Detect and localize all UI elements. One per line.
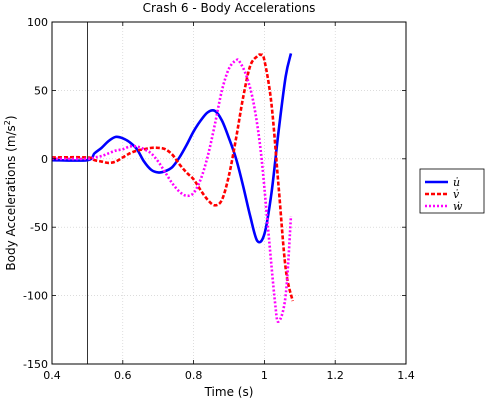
x-tick-label: 0.4 [43, 369, 61, 382]
axes-box [51, 21, 407, 365]
x-axis-label: Time (s) [204, 385, 254, 399]
y-axis-label: Body Accelerations (m/s2) [3, 115, 18, 270]
x-tick-label: 1 [261, 369, 268, 382]
y-axis-label-end: ) [4, 115, 18, 120]
series-line-1 [51, 53, 293, 244]
y-tick-label: -100 [23, 290, 48, 303]
x-tick-label: 1.4 [397, 369, 415, 382]
tick-marks [51, 21, 407, 365]
y-axis-label-superscript: 2 [3, 120, 12, 125]
y-tick-label: 50 [34, 84, 48, 97]
axes-background [52, 22, 406, 364]
x-tick-label: 1.2 [326, 369, 344, 382]
series-line-3 [51, 58, 293, 324]
x-tick-labels: 0.4 0.6 0.8 1 1.2 1.4 [43, 369, 415, 382]
y-tick-labels: -150 -100 -50 0 50 100 [23, 16, 48, 371]
svg-text:Body Accelerations (m/s2): Body Accelerations (m/s2) [3, 115, 18, 270]
series-layer [51, 53, 294, 324]
plot-area [51, 21, 407, 365]
legend-label-2: v̇ [453, 188, 460, 201]
x-tick-label: 0.8 [185, 369, 203, 382]
y-axis-label-main: Body Accelerations (m/s [4, 125, 18, 270]
y-grid-lines [52, 90, 406, 296]
y-tick-label: 100 [27, 16, 48, 29]
y-tick-label: -150 [23, 358, 48, 371]
chart-title: Crash 6 - Body Accelerations [143, 1, 316, 15]
legend: u̇v̇ẇ [419, 168, 485, 214]
y-tick-label: -50 [30, 221, 48, 234]
x-tick-label: 0.6 [114, 369, 132, 382]
y-tick-label: 0 [41, 153, 48, 166]
legend-label-3: ẇ [453, 200, 463, 213]
x-grid-lines [122, 22, 336, 364]
legend-label-1: u̇ [453, 176, 460, 189]
series-line-2 [51, 53, 294, 302]
